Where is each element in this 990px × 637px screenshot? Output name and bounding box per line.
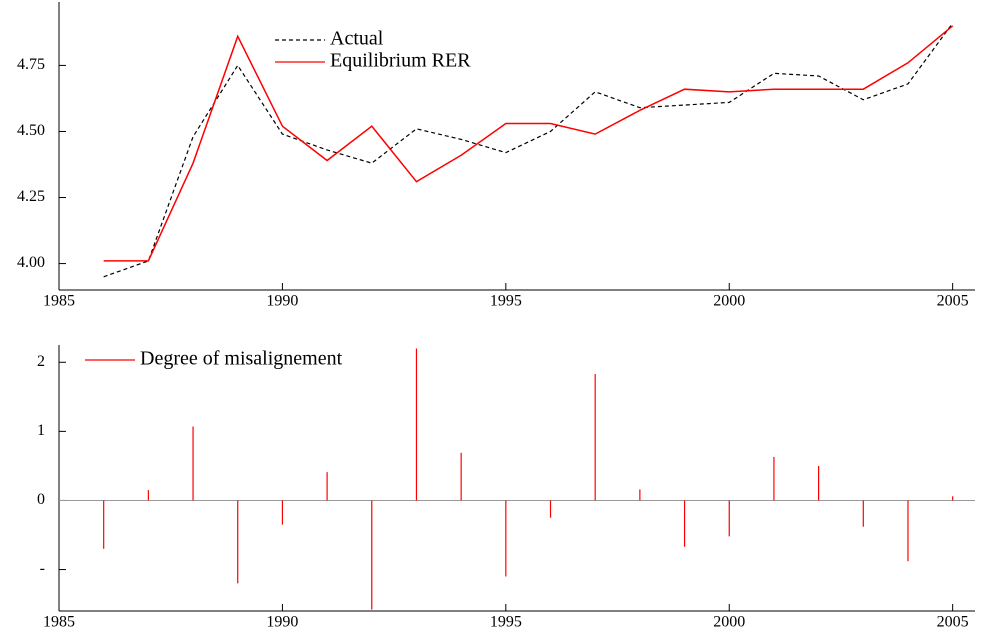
x-tick-label: 2000 — [713, 293, 745, 310]
x-tick-label: 1990 — [266, 293, 298, 310]
x-tick-label: 1995 — [490, 614, 522, 631]
line-series — [103, 25, 954, 262]
legend-label: Degree of misalignement — [140, 348, 343, 370]
y-tick-label: - — [40, 560, 45, 577]
x-tick-label: 1985 — [43, 293, 75, 310]
x-tick-label: 2000 — [713, 614, 745, 631]
y-tick-label: 0 — [37, 491, 45, 508]
line-series — [103, 22, 954, 278]
x-tick-label: 1985 — [43, 614, 75, 631]
y-tick-label: 2 — [37, 353, 45, 370]
x-tick-label: 1995 — [490, 293, 522, 310]
y-tick-label: 4.00 — [17, 254, 45, 271]
y-tick-label: 4.50 — [17, 122, 45, 139]
y-tick-label: 4.75 — [17, 56, 45, 73]
x-tick-label: 2005 — [937, 293, 969, 310]
x-tick-label: 2005 — [937, 614, 969, 631]
y-tick-label: 4.25 — [17, 188, 45, 205]
legend-label: Equilibrium RER — [330, 50, 471, 72]
y-tick-label: 1 — [37, 422, 45, 439]
x-tick-label: 1990 — [266, 614, 298, 631]
legend-label: Actual — [330, 28, 384, 50]
